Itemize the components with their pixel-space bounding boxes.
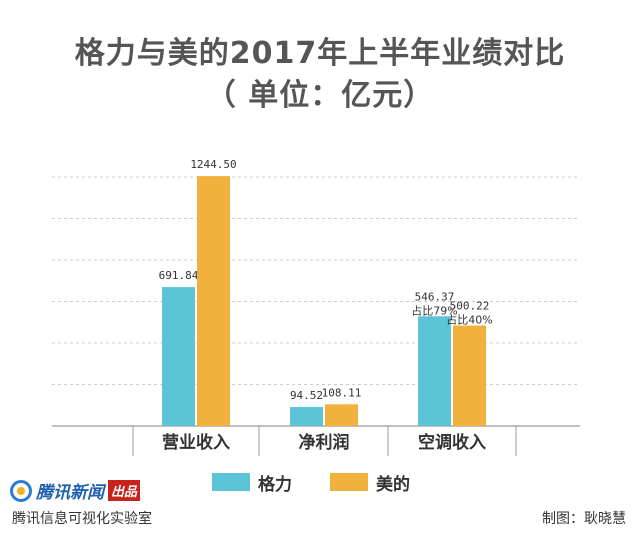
chart-unit-subtitle: （ 单位：亿元） — [205, 78, 435, 113]
bar-2-1 — [453, 325, 486, 426]
data-label: 691.84 — [159, 269, 199, 282]
bar-1-0 — [290, 407, 323, 426]
data-label: 546.37 — [415, 290, 455, 303]
bar-2-0 — [418, 316, 451, 426]
data-label: 108.11 — [322, 386, 362, 399]
tencent-news-logo-icon — [10, 479, 32, 502]
bar-0-0 — [162, 287, 195, 426]
annotation-label: 占比79% — [411, 303, 457, 317]
legend-label-midea: 美的 — [376, 474, 410, 495]
logo-badge: 出品 — [108, 480, 141, 501]
data-label: 1244.50 — [190, 158, 236, 171]
category-label: 净利润 — [299, 432, 350, 453]
legend-swatch-midea — [330, 473, 368, 491]
bar-0-1 — [197, 176, 230, 426]
legend-label-gree: 格力 — [258, 474, 292, 495]
data-label: 500.22 — [450, 300, 490, 313]
legend-item-gree: 格力 — [212, 472, 292, 495]
lab-name: 腾讯信息可视化实验室 — [12, 511, 152, 527]
category-label: 营业收入 — [162, 432, 230, 453]
legend-swatch-gree — [212, 473, 250, 491]
chart-credit: 制图：耿晓慧 — [542, 511, 626, 527]
chart-title: 格力与美的2017年上半年业绩对比 — [74, 36, 566, 71]
bar-1-1 — [325, 404, 358, 426]
category-label: 空调收入 — [418, 432, 486, 453]
legend-item-midea: 美的 — [330, 472, 410, 495]
logo-text: 腾讯新闻 — [36, 483, 104, 503]
tencent-news-logo: 腾讯新闻 出品 — [10, 478, 141, 503]
annotation-label: 占比40% — [446, 313, 492, 327]
data-label: 94.52 — [290, 389, 323, 402]
